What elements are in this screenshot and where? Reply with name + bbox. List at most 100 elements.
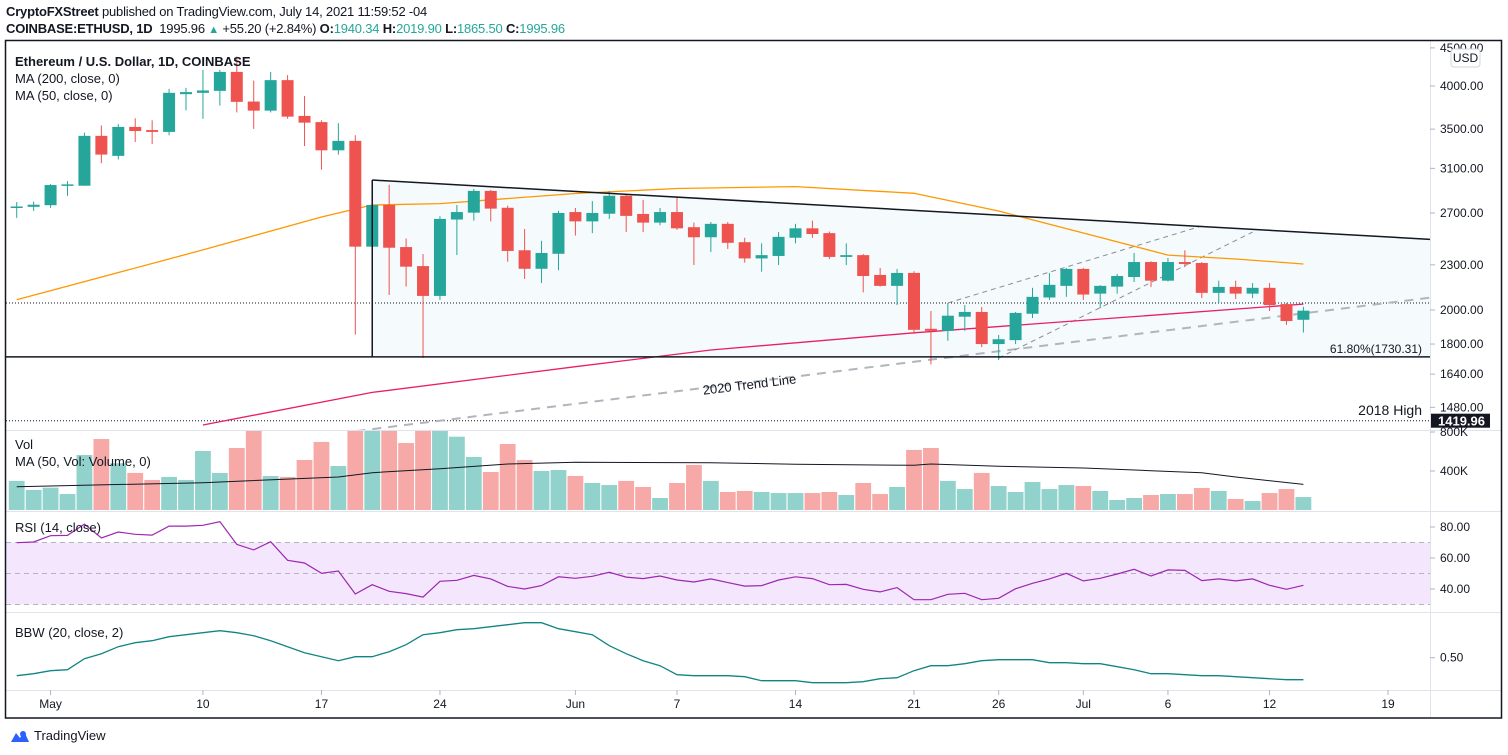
- candle[interactable]: [1297, 306, 1310, 333]
- candle[interactable]: [975, 306, 988, 348]
- candle[interactable]: [670, 197, 683, 230]
- candle[interactable]: [112, 124, 125, 160]
- price-pane[interactable]: [6, 56, 1430, 457]
- candle[interactable]: [95, 125, 108, 164]
- candle[interactable]: [857, 254, 870, 293]
- candle[interactable]: [958, 305, 971, 331]
- price-tick-label: 2000.00: [1440, 303, 1484, 317]
- volume-legend[interactable]: Vol: [15, 437, 33, 452]
- candle[interactable]: [27, 201, 40, 211]
- candle-body: [1077, 268, 1090, 295]
- candle[interactable]: [298, 96, 311, 147]
- candle[interactable]: [61, 181, 74, 196]
- candle[interactable]: [637, 199, 650, 233]
- candle[interactable]: [196, 69, 209, 119]
- time-tick-label: 24: [433, 697, 447, 711]
- candle[interactable]: [1111, 273, 1124, 294]
- candle[interactable]: [738, 237, 751, 263]
- candle[interactable]: [1060, 267, 1073, 297]
- candle[interactable]: [772, 232, 785, 265]
- currency-badge[interactable]: [1450, 48, 1481, 68]
- candle[interactable]: [755, 243, 768, 272]
- ma200-legend[interactable]: MA (200, close, 0): [15, 71, 120, 86]
- candle[interactable]: [1009, 311, 1022, 345]
- candle[interactable]: [687, 222, 700, 265]
- candle[interactable]: [213, 69, 226, 106]
- candle[interactable]: [281, 75, 294, 119]
- candle[interactable]: [349, 135, 362, 335]
- candle[interactable]: [1246, 283, 1259, 299]
- candle[interactable]: [1161, 258, 1174, 282]
- volume-pane[interactable]: [8, 354, 1312, 510]
- candle[interactable]: [180, 87, 193, 111]
- candle[interactable]: [146, 120, 159, 145]
- candle[interactable]: [823, 231, 836, 260]
- volume-bar: [1278, 489, 1295, 510]
- candle[interactable]: [484, 189, 497, 222]
- candle[interactable]: [924, 310, 937, 365]
- candle[interactable]: [586, 201, 599, 234]
- candle[interactable]: [129, 118, 142, 142]
- candle[interactable]: [1145, 261, 1158, 288]
- candle-body: [281, 80, 294, 117]
- candle[interactable]: [383, 184, 396, 296]
- candle[interactable]: [1280, 302, 1293, 325]
- close-label: C:: [505, 21, 520, 36]
- candle[interactable]: [1212, 280, 1225, 303]
- candle[interactable]: [1077, 267, 1090, 300]
- candle[interactable]: [78, 132, 91, 186]
- candle[interactable]: [891, 268, 904, 306]
- candle-body: [196, 90, 209, 93]
- candle[interactable]: [1026, 287, 1039, 319]
- candle[interactable]: [535, 240, 548, 284]
- candle[interactable]: [230, 56, 243, 113]
- candle[interactable]: [400, 238, 413, 287]
- currency-badge-label[interactable]: USD: [1453, 51, 1479, 65]
- candle[interactable]: [467, 188, 480, 221]
- candle[interactable]: [10, 202, 23, 218]
- candle[interactable]: [789, 223, 802, 244]
- candle-body: [772, 236, 785, 256]
- candle[interactable]: [840, 243, 853, 265]
- rsi-legend[interactable]: RSI (14, close): [15, 520, 101, 535]
- candle[interactable]: [163, 88, 176, 136]
- volume-ma-legend[interactable]: MA (50, Vol: Volume, 0): [15, 454, 151, 469]
- candle[interactable]: [721, 221, 734, 249]
- candle[interactable]: [806, 220, 819, 238]
- candle[interactable]: [450, 204, 463, 256]
- candle[interactable]: [264, 71, 277, 113]
- candle[interactable]: [332, 123, 345, 155]
- candle[interactable]: [1263, 283, 1276, 311]
- author-name[interactable]: CryptoFXStreet: [6, 4, 99, 19]
- candle[interactable]: [315, 120, 328, 170]
- candle[interactable]: [704, 221, 717, 253]
- candle[interactable]: [1178, 250, 1191, 268]
- candle[interactable]: [1195, 262, 1208, 299]
- candle[interactable]: [501, 205, 514, 262]
- candle[interactable]: [941, 302, 954, 341]
- candle[interactable]: [603, 190, 616, 219]
- volume-bar: [482, 471, 499, 510]
- candle[interactable]: [874, 267, 887, 287]
- candle[interactable]: [433, 216, 446, 300]
- bbw-pane[interactable]: [16, 622, 1304, 684]
- candle[interactable]: [552, 210, 565, 271]
- candle[interactable]: [1229, 280, 1242, 300]
- tradingview-brand[interactable]: TradingView: [34, 728, 106, 743]
- rsi-pane[interactable]: [6, 521, 1430, 605]
- candle[interactable]: [654, 208, 667, 226]
- candle[interactable]: [1094, 285, 1107, 309]
- candle[interactable]: [1043, 272, 1056, 300]
- candle[interactable]: [518, 228, 531, 279]
- candle[interactable]: [620, 194, 633, 233]
- candle[interactable]: [908, 271, 920, 334]
- candle[interactable]: [417, 254, 430, 358]
- ma50-legend[interactable]: MA (50, close, 0): [15, 88, 113, 103]
- candle[interactable]: [247, 80, 260, 129]
- candle[interactable]: [44, 184, 57, 208]
- bbw-legend[interactable]: BBW (20, close, 2): [15, 625, 123, 640]
- candle[interactable]: [992, 335, 1005, 361]
- candle[interactable]: [569, 208, 582, 236]
- candle[interactable]: [1128, 252, 1141, 282]
